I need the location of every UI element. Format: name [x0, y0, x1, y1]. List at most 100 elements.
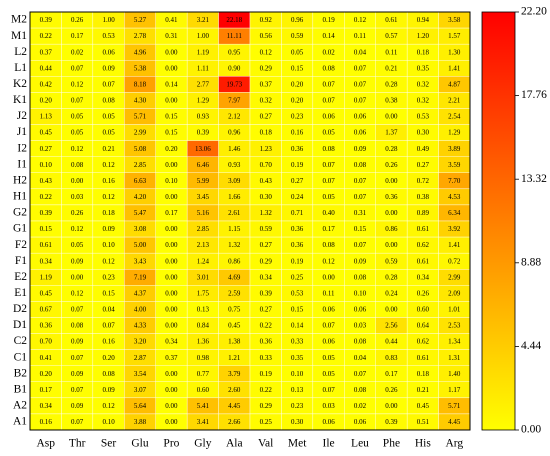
cell-label: 0.35 [417, 64, 430, 72]
cell-label: 0.11 [323, 289, 335, 297]
cell-label: 0.27 [417, 161, 430, 169]
cell-label: 0.84 [197, 322, 210, 330]
cell-label: 0.29 [260, 64, 273, 72]
cell-label: 0.26 [385, 386, 398, 394]
cell-label: 0.30 [291, 418, 304, 426]
cell-label: 0.28 [385, 145, 398, 153]
cell-label: 0.00 [385, 209, 398, 217]
plot-frame [29, 11, 471, 431]
cell-label: 0.07 [71, 97, 84, 105]
cell-label: 0.20 [102, 354, 115, 362]
cell-label: 1.41 [448, 64, 461, 72]
x-tick-label: Pro [163, 438, 179, 450]
cell-label: 0.12 [102, 193, 115, 201]
cell-label: 2.56 [385, 322, 398, 330]
cell-label: 1.00 [102, 16, 115, 24]
cell-label: 0.41 [40, 354, 53, 362]
cell-label: 0.15 [165, 129, 178, 137]
cell-label: 0.05 [71, 113, 84, 121]
cell-label: 0.17 [40, 386, 53, 394]
cell-label: 0.17 [165, 209, 178, 217]
cell-label: 2.99 [134, 129, 147, 137]
cell-label: 3.08 [134, 225, 147, 233]
y-tick-label: H2 [13, 174, 27, 186]
cell-label: 0.08 [354, 273, 367, 281]
cell-label: 0.10 [102, 418, 115, 426]
cell-label: 1.00 [197, 32, 210, 40]
cell-label: 0.60 [417, 306, 430, 314]
cell-label: 0.11 [354, 32, 366, 40]
cell-label: 0.05 [291, 48, 304, 56]
cell-label: 0.13 [197, 306, 210, 314]
cell-label: 0.00 [165, 193, 178, 201]
cell-label: 5.16 [197, 209, 210, 217]
cell-label: 0.33 [260, 354, 273, 362]
cell-label: 0.39 [40, 16, 53, 24]
cell-label: 2.87 [134, 354, 147, 362]
cell-label: 0.12 [102, 257, 115, 265]
cell-label: 2.85 [197, 225, 210, 233]
cell-label: 0.34 [40, 402, 53, 410]
cell-label: 0.08 [354, 338, 367, 346]
cell-label: 0.43 [260, 177, 273, 185]
cell-label: 0.21 [417, 386, 430, 394]
y-tick-label: C2 [14, 335, 28, 347]
cell-label: 0.39 [260, 289, 273, 297]
y-tick-label: M1 [11, 30, 27, 42]
cell-label: 0.18 [417, 48, 430, 56]
cell-label: 0.12 [71, 289, 84, 297]
cell-label: 0.10 [165, 177, 178, 185]
y-tick-label: B2 [14, 367, 28, 379]
cell-label: 0.94 [417, 16, 430, 24]
cell-label: 7.70 [448, 177, 461, 185]
cell-label: 0.00 [165, 48, 178, 56]
cell-label: 0.07 [322, 177, 335, 185]
cell-label: 0.36 [291, 241, 304, 249]
cell-label: 4.53 [448, 193, 461, 201]
cell-label: 0.13 [291, 386, 304, 394]
cell-label: 0.33 [291, 338, 304, 346]
cell-label: 1.32 [260, 209, 273, 217]
cell-label: 0.09 [102, 386, 115, 394]
cell-label: 0.00 [165, 64, 178, 72]
cell-label: 0.36 [385, 193, 398, 201]
cell-label: 0.32 [417, 97, 430, 105]
cell-label: 0.00 [165, 225, 178, 233]
cell-label: 0.12 [71, 225, 84, 233]
y-tick-label: E1 [14, 287, 27, 299]
cell-label: 2.60 [228, 386, 241, 394]
y-tick-label: K2 [13, 78, 27, 90]
cell-label: 0.24 [385, 289, 398, 297]
cell-label: 0.00 [165, 322, 178, 330]
cell-label: 0.12 [260, 48, 273, 56]
cell-label: 0.16 [102, 177, 115, 185]
cell-label: 0.75 [228, 306, 241, 314]
cell-label: 0.00 [385, 306, 398, 314]
cell-label: 0.36 [291, 145, 304, 153]
cell-label: 0.06 [354, 306, 367, 314]
x-tick-label: Asp [36, 438, 55, 450]
cell-label: 0.07 [71, 386, 84, 394]
cell-label: 5.71 [134, 113, 147, 121]
cell-label: 1.34 [448, 338, 461, 346]
cell-label: 0.06 [322, 338, 335, 346]
cell-label: 0.20 [40, 97, 53, 105]
cell-label: 1.24 [197, 257, 210, 265]
y-tick-label: F2 [15, 239, 27, 251]
cell-label: 0.57 [385, 32, 398, 40]
cell-label: 0.12 [102, 402, 115, 410]
cell-label: 0.53 [417, 113, 430, 121]
cell-label: 0.09 [354, 257, 367, 265]
cell-label: 0.45 [40, 289, 53, 297]
cell-label: 4.33 [134, 322, 147, 330]
cell-label: 1.13 [40, 113, 53, 121]
cell-label: 0.03 [354, 322, 367, 330]
cell-label: 0.00 [165, 306, 178, 314]
cell-label: 0.59 [291, 32, 304, 40]
y-tick-label: L1 [14, 62, 27, 74]
cell-label: 0.00 [165, 289, 178, 297]
cell-label: 0.37 [165, 354, 178, 362]
cell-label: 0.07 [354, 80, 367, 88]
y-tick-label: E2 [14, 271, 27, 283]
